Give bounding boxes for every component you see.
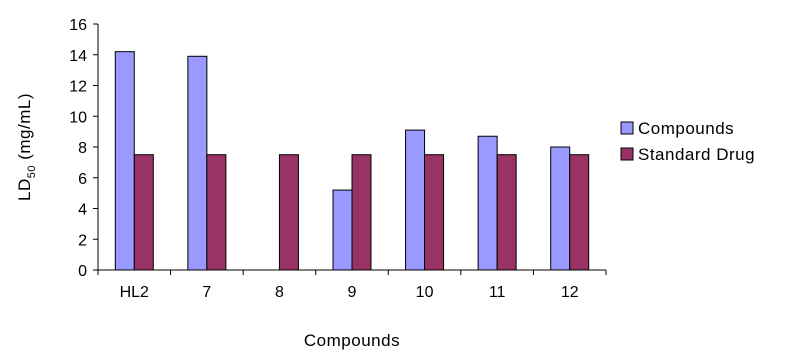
y-tick-label: 12 — [69, 79, 87, 96]
x-tick-label: 12 — [561, 284, 579, 301]
y-tick-label: 6 — [78, 171, 87, 188]
bars-layer — [114, 51, 590, 271]
y-tick-label: 0 — [78, 263, 87, 280]
y-ticks: 0 2 4 6 8 10 12 14 16 — [69, 17, 98, 280]
legend-swatch-compounds — [620, 121, 634, 135]
bar-compounds-11 — [477, 135, 498, 271]
bar-standard-drug-10 — [424, 154, 445, 271]
y-tick-label: 14 — [69, 48, 87, 65]
legend-swatch-standard-drug — [620, 147, 634, 161]
y-axis-title-suffix: (mg/mL) — [15, 93, 34, 165]
bar-compounds-12 — [550, 146, 571, 271]
bar-compounds-10 — [405, 129, 426, 271]
bar-standard-drug-11 — [496, 154, 517, 271]
y-tick-label: 16 — [69, 17, 87, 34]
bar-compounds-7 — [187, 55, 208, 271]
x-tick-label: 8 — [275, 284, 284, 301]
legend: Compounds Standard Drug — [620, 119, 755, 164]
y-tick-label: 10 — [69, 109, 87, 126]
y-axis-title-main: LD — [15, 178, 34, 201]
y-tick-label: 2 — [78, 232, 87, 249]
bar-standard-drug-8 — [278, 154, 299, 271]
bar-standard-drug-12 — [569, 154, 590, 271]
y-axis-title: LD50 (mg/mL) — [15, 93, 38, 201]
x-ticks: HL2 7 8 9 10 11 12 — [97, 270, 607, 301]
x-tick-label: HL2 — [120, 284, 149, 301]
legend-label-compounds: Compounds — [638, 119, 734, 138]
y-tick-label: 4 — [78, 202, 87, 219]
legend-label-standard-drug: Standard Drug — [638, 145, 755, 164]
x-tick-label: 7 — [202, 284, 211, 301]
x-tick-label: 11 — [489, 284, 506, 301]
y-tick-label: 8 — [78, 140, 87, 157]
x-tick-label: 10 — [416, 284, 434, 301]
x-axis-title: Compounds — [304, 331, 400, 350]
x-tick-label: 9 — [348, 284, 357, 301]
y-axis-title-subscript: 50 — [26, 165, 38, 178]
bar-compounds-9 — [332, 189, 353, 271]
bar-compounds-hl2 — [114, 51, 135, 271]
bar-standard-drug-hl2 — [133, 154, 154, 271]
bar-standard-drug-7 — [206, 154, 227, 271]
bar-standard-drug-9 — [351, 154, 372, 271]
